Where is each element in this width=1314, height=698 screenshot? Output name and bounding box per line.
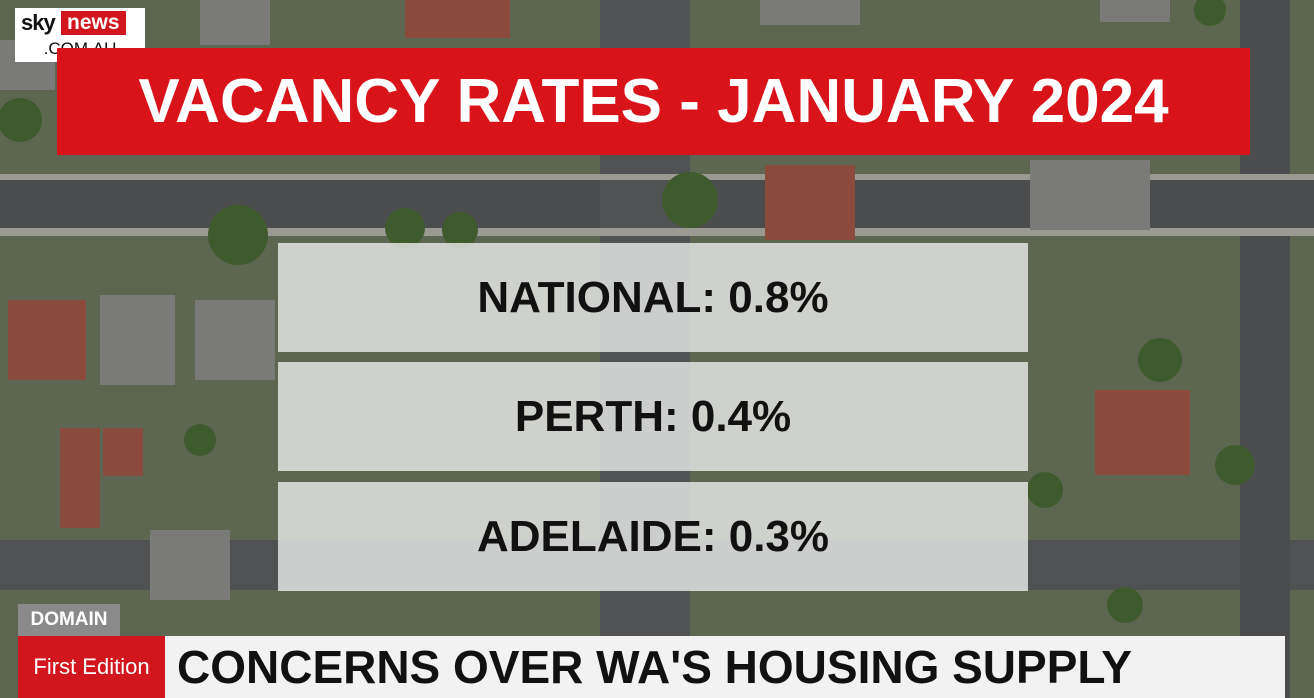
stat-row: ADELAIDE: 0.3% [278,482,1028,591]
title-banner: VACANCY RATES - JANUARY 2024 [57,48,1250,155]
stat-row: PERTH: 0.4% [278,362,1028,471]
logo-brand: sky [21,10,56,35]
program-label: First Edition [18,636,165,698]
source-label: DOMAIN [18,604,120,636]
stat-row: NATIONAL: 0.8% [278,243,1028,352]
headline-bar: CONCERNS OVER WA'S HOUSING SUPPLY [165,636,1285,698]
logo-name: news [61,11,126,35]
